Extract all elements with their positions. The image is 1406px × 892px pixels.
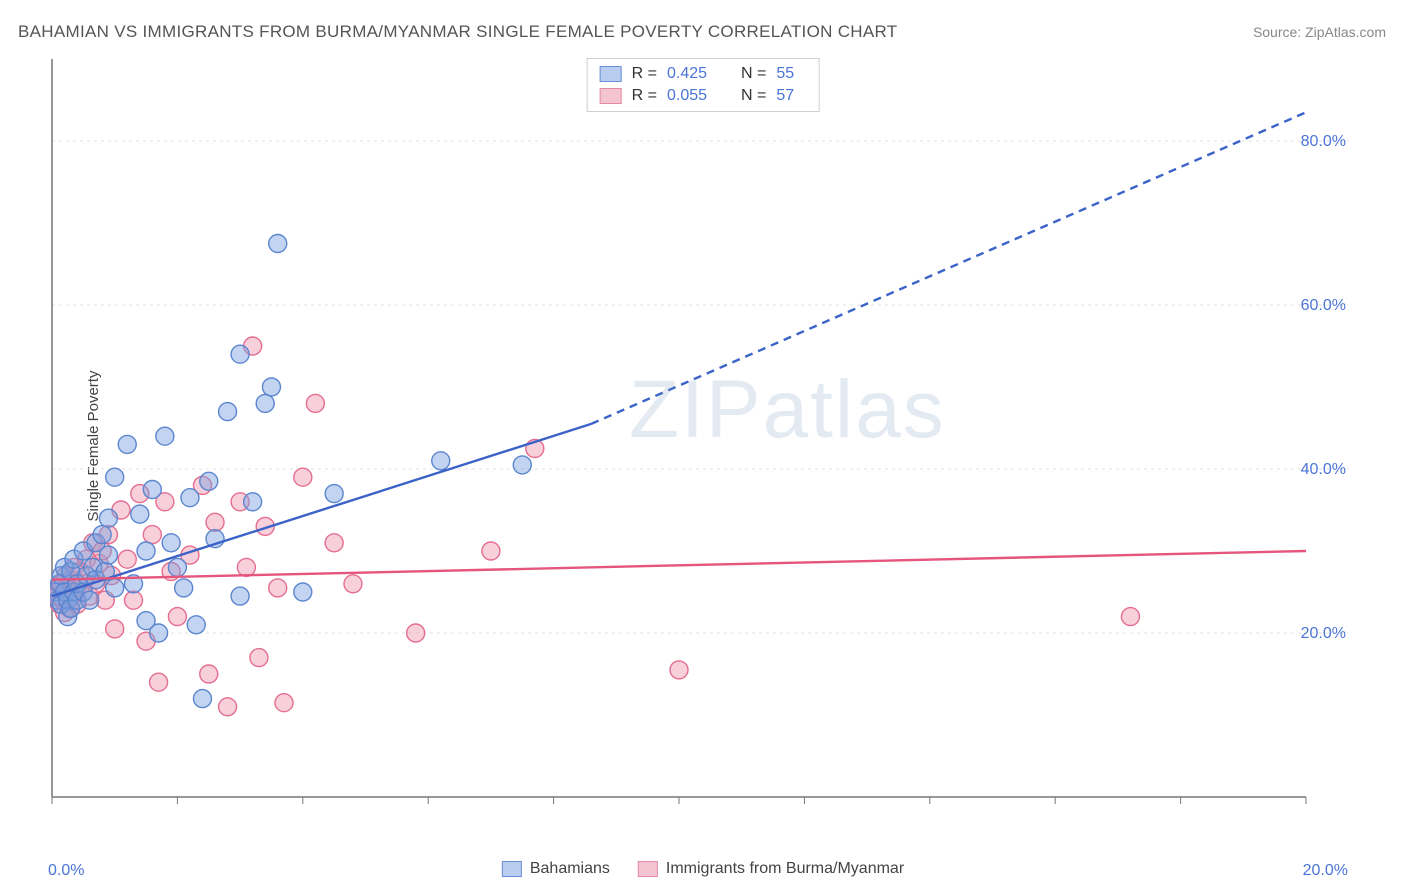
source-attribution: Source: ZipAtlas.com bbox=[1253, 24, 1386, 40]
correlation-legend: R = 0.425N = 55R = 0.055N = 57 bbox=[587, 58, 820, 112]
svg-text:60.0%: 60.0% bbox=[1301, 297, 1346, 314]
svg-text:20.0%: 20.0% bbox=[1301, 625, 1346, 642]
x-axis-max-label: 20.0% bbox=[1303, 862, 1348, 880]
n-value: 57 bbox=[776, 87, 806, 105]
scatter-plot: 20.0% 40.0% 60.0% 80.0% bbox=[50, 55, 1348, 825]
x-axis-min-label: 0.0% bbox=[48, 862, 84, 880]
legend-swatch-icon bbox=[600, 66, 622, 82]
legend-row-bahamians: R = 0.425N = 55 bbox=[600, 63, 807, 85]
legend-item-bahamians: Bahamians bbox=[502, 860, 610, 878]
legend-label: Immigrants from Burma/Myanmar bbox=[666, 860, 904, 878]
r-value: 0.425 bbox=[667, 65, 723, 83]
legend-label: Bahamians bbox=[530, 860, 610, 878]
chart-title: BAHAMIAN VS IMMIGRANTS FROM BURMA/MYANMA… bbox=[18, 22, 897, 42]
svg-text:40.0%: 40.0% bbox=[1301, 461, 1346, 478]
series-legend: Bahamians Immigrants from Burma/Myanmar bbox=[502, 860, 904, 878]
legend-swatch-icon bbox=[600, 88, 622, 104]
legend-row-burma: R = 0.055N = 57 bbox=[600, 85, 807, 107]
legend-swatch-icon bbox=[638, 861, 658, 877]
legend-item-burma: Immigrants from Burma/Myanmar bbox=[638, 860, 904, 878]
r-value: 0.055 bbox=[667, 87, 723, 105]
legend-swatch-icon bbox=[502, 861, 522, 877]
svg-text:80.0%: 80.0% bbox=[1301, 133, 1346, 150]
n-value: 55 bbox=[776, 65, 806, 83]
